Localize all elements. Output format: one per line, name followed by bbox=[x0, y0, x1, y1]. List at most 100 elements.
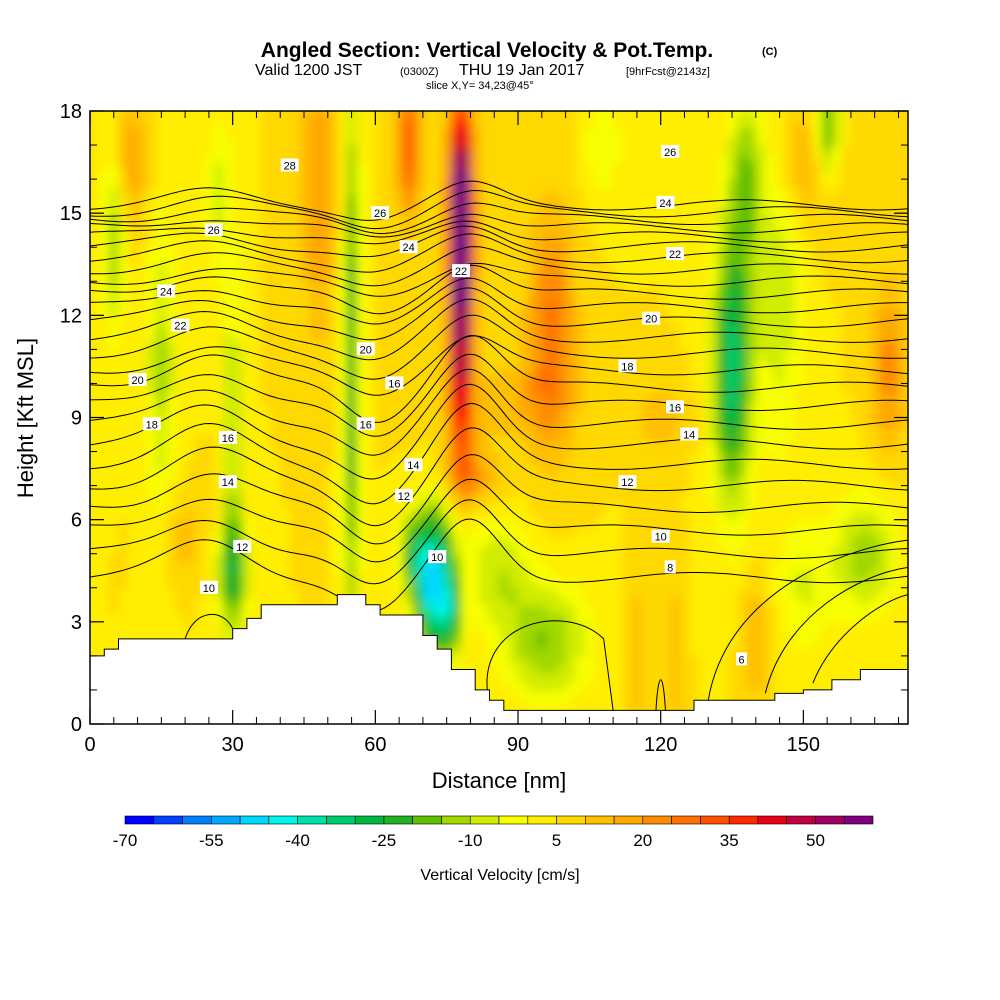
contour-label: 28 bbox=[280, 158, 299, 173]
colorbar-swatch bbox=[211, 815, 241, 825]
contour-label: 16 bbox=[666, 400, 684, 414]
theta-contour bbox=[90, 334, 908, 423]
contour-label: 26 bbox=[661, 144, 680, 159]
colorbar-swatch bbox=[527, 815, 557, 825]
x-tick-label: 90 bbox=[507, 734, 529, 756]
contour-label: 12 bbox=[394, 488, 413, 503]
theta-contour bbox=[812, 594, 908, 684]
y-tick-label: 0 bbox=[71, 714, 82, 736]
colorbar-swatch bbox=[412, 815, 442, 825]
utc-time: (0300Z) bbox=[400, 66, 439, 78]
valid-time: Valid 1200 JST bbox=[255, 62, 363, 79]
theta-contour bbox=[90, 233, 908, 273]
colorbar-swatch bbox=[556, 815, 586, 825]
contour-label: 26 bbox=[371, 206, 390, 220]
colorbar-swatch bbox=[297, 815, 327, 825]
colorbar-swatch bbox=[843, 815, 874, 825]
contour-labels: 28 26 26 26 24 24 24 22 22 22 20 20 20 18 18 16 16 16 16 14… bbox=[128, 144, 747, 666]
theta-contour bbox=[90, 478, 908, 563]
theta-contour bbox=[90, 264, 908, 315]
contour-label: 20 bbox=[128, 373, 147, 387]
contour-label: 20 bbox=[356, 342, 375, 356]
colorbar-tick-label: 20 bbox=[633, 831, 652, 850]
theta-contour bbox=[90, 353, 908, 437]
theta-contour bbox=[764, 566, 908, 694]
theta-contour bbox=[90, 499, 908, 585]
colorbar-swatch bbox=[326, 815, 356, 825]
theta-contour bbox=[90, 189, 908, 230]
contour-label: 18 bbox=[618, 359, 637, 373]
contour-label: 22 bbox=[666, 247, 684, 261]
theta-contour bbox=[90, 383, 908, 480]
colorbar-swatch bbox=[153, 815, 183, 825]
colorbar-swatch bbox=[469, 815, 500, 825]
vertical-velocity-field bbox=[90, 111, 908, 724]
y-tick-label: 12 bbox=[60, 305, 82, 327]
y-tick-label: 18 bbox=[60, 101, 82, 123]
colorbar-swatch bbox=[613, 815, 644, 825]
colorbar-tick-label: -40 bbox=[285, 831, 310, 850]
contour-label: 24 bbox=[656, 195, 675, 210]
theta-contour bbox=[90, 277, 908, 325]
contour-label: 14 bbox=[218, 475, 237, 489]
colorbar-swatch bbox=[268, 815, 298, 825]
contour-label: 24 bbox=[399, 240, 418, 254]
colorbar-tick-label: 5 bbox=[552, 831, 561, 850]
contour-label: 10 bbox=[651, 529, 670, 544]
colorbar-tick-label: -25 bbox=[372, 831, 397, 850]
theta-contour bbox=[184, 614, 234, 640]
contour-label: 22 bbox=[171, 318, 190, 333]
terrain bbox=[90, 594, 908, 724]
contour-label: 20 bbox=[642, 311, 661, 326]
x-tick-label: 120 bbox=[644, 734, 677, 756]
x-tick-label: 60 bbox=[364, 734, 386, 756]
colorbar-label: Vertical Velocity [cm/s] bbox=[420, 867, 579, 884]
contour-label: 18 bbox=[142, 417, 161, 431]
contour-label: 12 bbox=[233, 539, 252, 554]
colorbar: -70 -55 -40 -25 -10 5 20 35 50 bbox=[113, 815, 874, 850]
colorbar-swatch bbox=[354, 815, 385, 825]
forecast-info: [9hrFcst@2143z] bbox=[626, 66, 710, 78]
colorbar-tick-label: -55 bbox=[199, 831, 224, 850]
contour-label: 16 bbox=[218, 430, 237, 445]
y-tick-label: 6 bbox=[71, 510, 82, 532]
colorbar-swatch bbox=[728, 815, 759, 825]
theta-contour bbox=[707, 539, 908, 701]
colorbar-swatch bbox=[239, 815, 270, 825]
axis-ticks: 0 30 60 90 120 150 0 3 6 9 12 15 18 bbox=[60, 101, 908, 756]
theta-contour bbox=[90, 202, 908, 235]
theta-contour bbox=[90, 402, 908, 505]
colorbar-swatch bbox=[700, 815, 730, 825]
theta-contour bbox=[90, 518, 908, 612]
colorbar-swatch bbox=[498, 815, 529, 825]
colorbar-swatch bbox=[441, 815, 471, 825]
valid-date: THU 19 Jan 2017 bbox=[459, 62, 585, 79]
theta-contour bbox=[655, 679, 666, 711]
contour-label: 22 bbox=[452, 264, 470, 278]
theta-contour bbox=[90, 220, 908, 245]
colorbar-swatch bbox=[182, 815, 212, 825]
x-tick-label: 30 bbox=[222, 734, 244, 756]
theta-contour bbox=[90, 298, 908, 361]
theta-contour bbox=[90, 287, 908, 341]
y-axis-label: Height [Kft MSL] bbox=[13, 338, 38, 498]
colorbar-swatch bbox=[383, 815, 413, 825]
contour-label: 6 bbox=[736, 652, 747, 666]
contour-label: 12 bbox=[618, 475, 637, 489]
colorbar-swatch bbox=[584, 815, 615, 825]
y-tick-label: 3 bbox=[71, 612, 82, 634]
x-tick-label: 150 bbox=[787, 734, 820, 756]
theta-contour bbox=[90, 225, 908, 258]
contour-label: 26 bbox=[204, 223, 223, 237]
colorbar-swatch bbox=[757, 815, 788, 825]
contour-label: 8 bbox=[664, 560, 676, 574]
contour-label: 10 bbox=[199, 580, 218, 595]
theta-contour bbox=[90, 180, 908, 221]
x-axis-label: Distance [nm] bbox=[432, 768, 567, 793]
colorbar-swatch bbox=[671, 815, 701, 825]
contour-label: 24 bbox=[157, 284, 176, 299]
colorbar-tick-label: 35 bbox=[720, 831, 739, 850]
colorbar-swatch bbox=[815, 815, 845, 825]
theta-contour bbox=[90, 427, 908, 527]
